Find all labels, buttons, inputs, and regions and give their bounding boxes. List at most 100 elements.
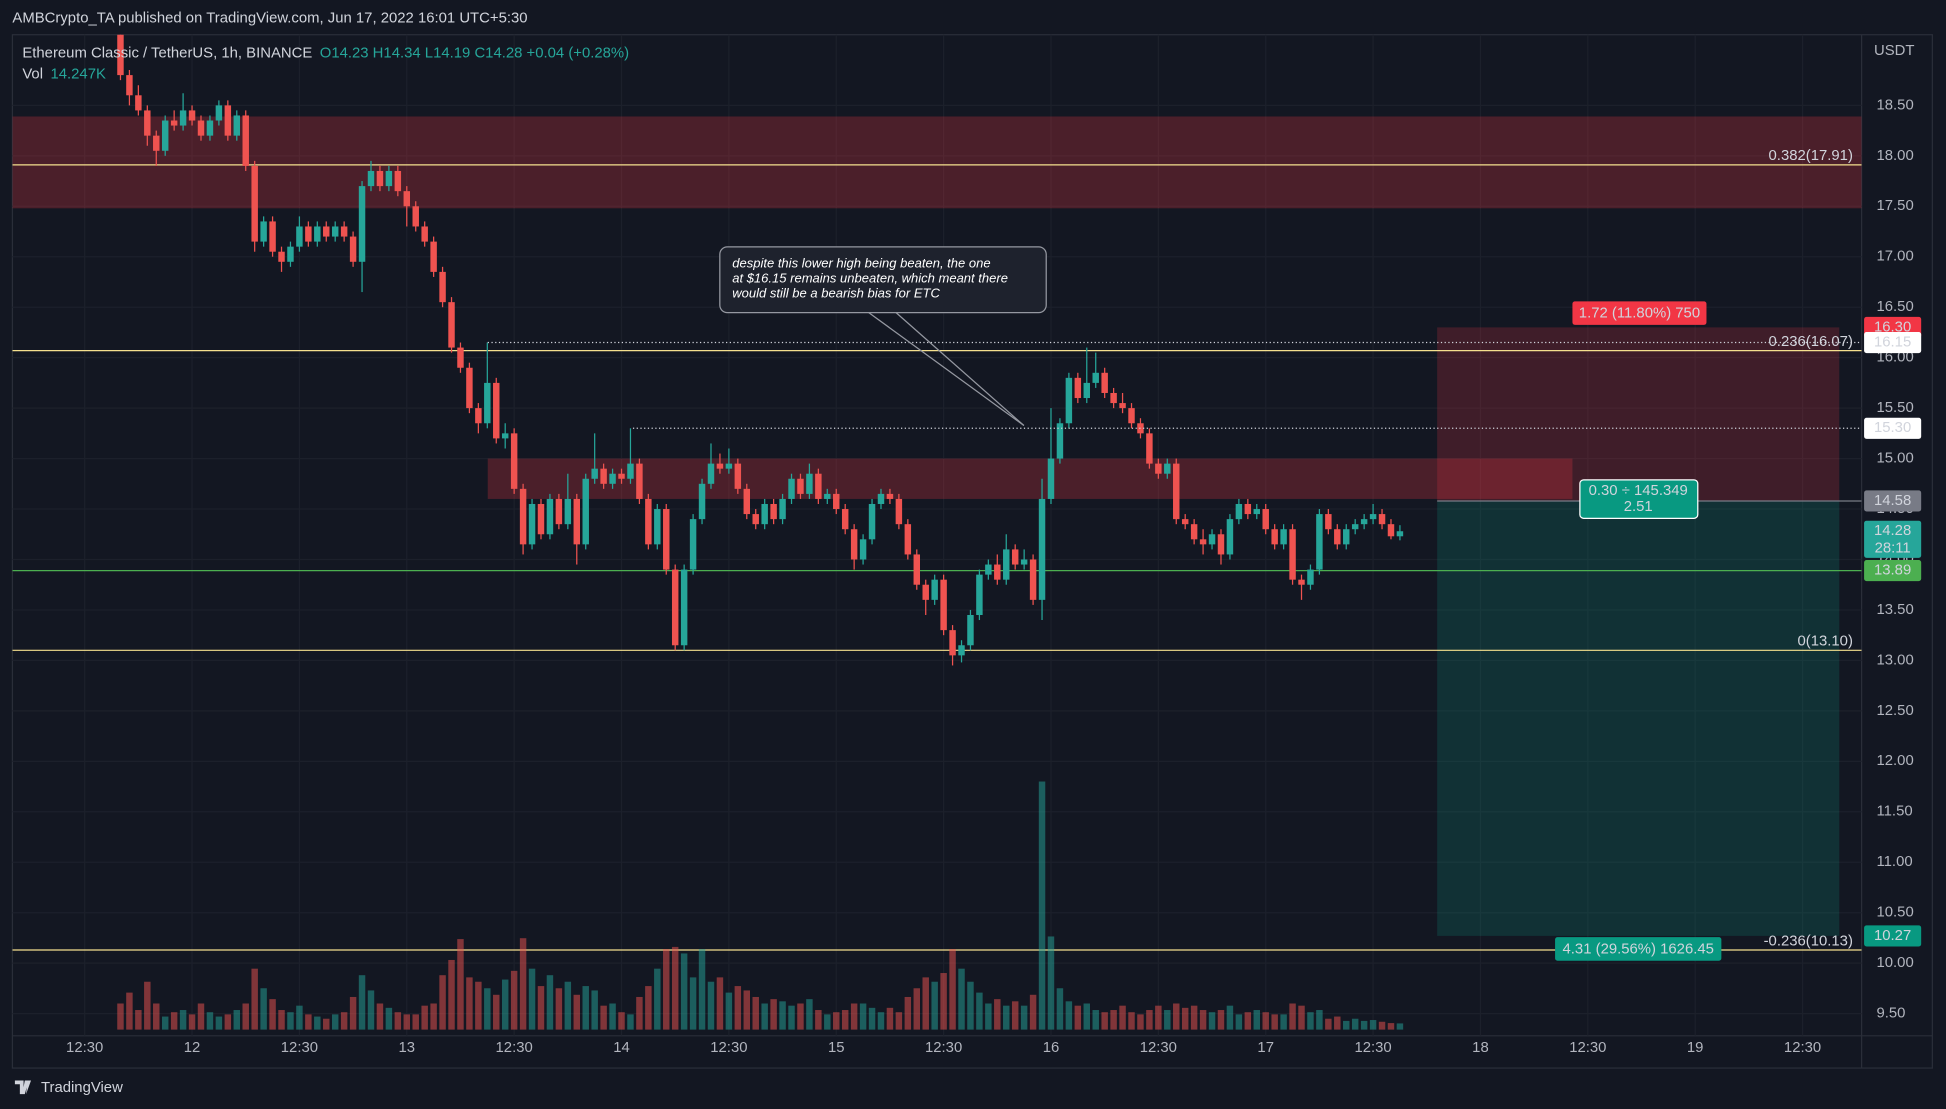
candle-body <box>895 498 903 525</box>
candle-body <box>439 271 446 303</box>
volume-bar <box>841 1010 849 1030</box>
candle-body <box>779 498 786 520</box>
x-tick-label: 15 <box>828 1040 845 1056</box>
y-tick-label: 12.50 <box>1877 703 1914 719</box>
volume-bar <box>126 992 133 1030</box>
volume-bar <box>1226 1005 1234 1030</box>
price-tag <box>1864 520 1922 558</box>
candle-body <box>358 186 366 262</box>
volume-bar <box>886 1007 894 1030</box>
legend-line: Ethereum Classic / TetherUS, 1h, BINANCE… <box>22 45 629 61</box>
candle-body <box>886 493 894 499</box>
candle-body <box>233 115 241 136</box>
resistance-zone <box>487 458 1573 499</box>
candle-body <box>117 34 124 76</box>
volume-bar <box>1146 1010 1153 1030</box>
x-tick-label: 13 <box>399 1040 416 1056</box>
volume-bar <box>582 986 589 1030</box>
volume-bar <box>1092 1010 1099 1030</box>
candle-body <box>215 105 223 121</box>
volume-bar <box>698 949 706 1030</box>
volume-bar <box>1262 1012 1269 1030</box>
volume-bar <box>1173 1003 1180 1030</box>
volume-bar <box>600 1005 607 1030</box>
volume-bar <box>394 1012 402 1030</box>
candle-body <box>161 120 169 151</box>
volume-bar <box>850 1003 858 1030</box>
price-tag-label: 16.30 <box>1874 319 1911 335</box>
y-tick-label: 16.50 <box>1877 299 1914 315</box>
candle-body <box>1253 509 1260 515</box>
candle-body <box>654 509 661 545</box>
volume-bar <box>609 1003 616 1030</box>
y-tick-label: 10.00 <box>1877 955 1914 971</box>
volume-bar <box>1083 1003 1091 1030</box>
volume-bar <box>1289 1003 1296 1030</box>
volume-bar <box>430 1003 437 1030</box>
candle-body <box>1351 524 1359 530</box>
candle-body <box>743 488 751 515</box>
price-tag <box>1864 331 1922 354</box>
chart-frame <box>11 34 1933 1069</box>
candle-body <box>1298 579 1305 585</box>
volume-bar <box>564 981 572 1030</box>
target-label-box <box>1555 937 1722 961</box>
volume-bar <box>1164 1010 1171 1030</box>
volume-bar <box>135 1010 142 1030</box>
candle-body <box>1020 559 1028 565</box>
stop-label-box <box>1572 301 1707 325</box>
volume-bar <box>1280 1014 1287 1030</box>
volume-bar <box>985 1003 992 1030</box>
price-tag <box>1864 417 1922 439</box>
volume-bar <box>859 1003 867 1030</box>
x-tick-label: 12:30 <box>1140 1040 1177 1056</box>
volume-bar <box>1119 1005 1126 1030</box>
candle-body <box>1226 519 1234 555</box>
candle-body <box>546 498 554 535</box>
y-tick-label: 15.00 <box>1877 451 1914 467</box>
candle-body <box>1065 377 1073 424</box>
volume-bar <box>1396 1023 1404 1030</box>
volume-bar <box>1235 1014 1243 1030</box>
volume-bar <box>1128 1012 1135 1030</box>
y-tick-label: 15.50 <box>1877 400 1914 416</box>
volume-bar <box>868 1007 876 1030</box>
candle-body <box>806 473 813 494</box>
volume-bar <box>1271 1014 1278 1030</box>
volume-bar <box>1378 1021 1386 1030</box>
volume-bar <box>251 968 258 1030</box>
price-tag <box>1864 490 1922 512</box>
candle-body <box>1146 433 1153 464</box>
candle-body <box>1334 529 1341 545</box>
candle-body <box>904 524 912 555</box>
volume-bar <box>1307 1012 1314 1030</box>
volume-bar <box>627 1014 634 1030</box>
volume-bar <box>367 990 375 1030</box>
candle-body <box>331 226 339 237</box>
candle-body <box>680 569 688 646</box>
candle-body <box>1360 519 1368 525</box>
volume-bar <box>197 1003 205 1030</box>
ratio-label: 0.30 ÷ 145.349 <box>1589 483 1688 499</box>
overlays <box>12 116 1862 951</box>
y-tick-label: 11.00 <box>1877 854 1913 870</box>
candle-body <box>1074 377 1082 399</box>
x-tick-label: 16 <box>1043 1040 1060 1056</box>
candle-body <box>627 463 634 479</box>
candle-body <box>573 498 581 545</box>
candle-body <box>340 226 348 237</box>
volume-bar <box>734 986 742 1030</box>
volume-bar <box>761 1003 768 1030</box>
x-tick-label: 19 <box>1687 1040 1704 1056</box>
candle-body <box>1280 529 1287 545</box>
candle-body <box>663 509 670 570</box>
volume-bar <box>1351 1018 1359 1030</box>
callout-pointer <box>895 312 1025 426</box>
countdown-label: 28:11 <box>1875 541 1911 557</box>
x-tick-label: 12:30 <box>66 1040 103 1056</box>
volume-bar <box>439 975 446 1030</box>
candle-body <box>967 614 974 646</box>
